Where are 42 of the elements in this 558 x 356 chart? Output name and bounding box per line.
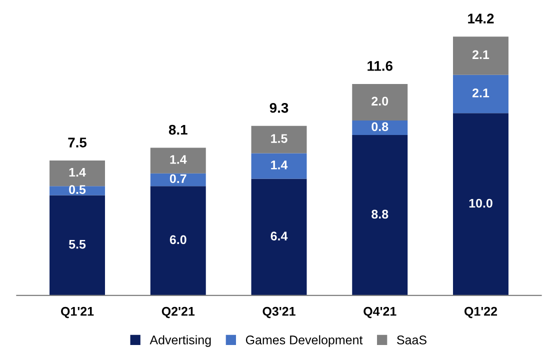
data-label: 5.5 [68,240,86,249]
bar [453,113,508,296]
data-label: 1.4 [271,160,288,170]
total-label: 11.6 [368,61,392,71]
bar [251,126,307,154]
data-label: 1.4 [69,168,86,177]
bar [50,160,105,186]
bar [352,84,408,120]
bar [150,148,206,174]
total-label: 14.2 [468,14,494,24]
bar [352,120,408,136]
data-label: 2.1 [472,50,490,59]
legend-label: Games Development [246,335,363,347]
data-label: 8.8 [372,210,388,219]
data-label: 2.0 [372,96,388,106]
bar [453,36,508,75]
data-label: 6.0 [170,235,186,244]
x-tick-label: Q4'21 [364,306,396,318]
bar [150,173,206,186]
bar [251,153,307,179]
data-label: 0.5 [69,185,86,194]
x-tick-label: Q3'21 [262,306,296,318]
total-label: 9.3 [270,102,288,113]
legend-label: Advertising [150,335,211,347]
bar [50,195,105,296]
x-tick-label: Q2'21 [162,306,195,318]
data-label: 0.7 [170,174,186,184]
data-label: 1.4 [170,155,187,164]
x-tick-label: Q1'21 [61,306,94,318]
bar [453,74,508,114]
data-label: 0.8 [372,122,388,132]
legend-label: SaaS [397,336,426,344]
bar [352,135,408,296]
data-label: 10.0 [469,198,492,208]
data-label: 1.5 [271,134,288,143]
total-label: 7.5 [68,138,87,148]
bar [251,178,307,296]
x-tick-label: Q1'22 [464,306,498,318]
data-label: 6.4 [270,232,288,240]
bar [150,186,206,296]
total-label: 8.1 [168,124,188,135]
data-label: 2.1 [472,88,490,98]
